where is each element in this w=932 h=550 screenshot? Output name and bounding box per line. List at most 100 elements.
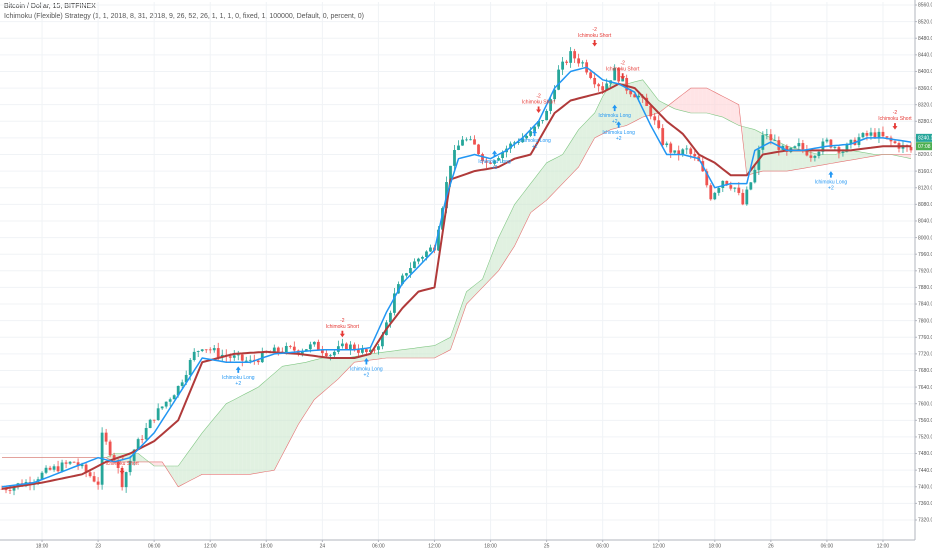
candle-body [84, 464, 88, 473]
candle-body [829, 139, 833, 148]
cloud-segment [694, 88, 699, 113]
candle-body [397, 284, 400, 294]
candle-body [168, 399, 172, 402]
candle-body [521, 138, 524, 143]
candle-body [493, 160, 496, 164]
candle-body [192, 351, 196, 360]
signal-label: Ichimoku Short [606, 66, 640, 72]
long-signal-marker: Ichimoku Long+2 [518, 129, 551, 150]
cloud-segment [342, 358, 347, 375]
candle-body [421, 256, 424, 259]
candle-body [877, 131, 881, 138]
cloud-segment [190, 443, 195, 481]
senkou-span-a [2, 79, 912, 467]
signal-label: Ichimoku Short [878, 116, 912, 122]
time-tick-label: 12:00 [428, 544, 441, 550]
cloud-segment [834, 153, 839, 163]
candle-body [797, 143, 801, 147]
cloud-segment [302, 362, 307, 419]
cloud-segment [154, 461, 159, 467]
long-arrow-icon [532, 129, 538, 137]
signal-qty: -2 [120, 455, 125, 461]
cloud-segment [382, 351, 387, 359]
cloud-segment [610, 83, 615, 130]
candle-body [401, 275, 404, 285]
candle-body [312, 341, 316, 345]
cloud-segment [614, 83, 619, 129]
study-legend[interactable]: Ichimoku (Flexible) Strategy (1, 1, 2018… [4, 13, 364, 20]
short-signal-marker: Ichimoku Short-2 [105, 455, 139, 475]
price-tick-label: 7480.0 [918, 451, 932, 457]
time-tick-label: 23 [95, 544, 101, 550]
cloud-segment [790, 147, 795, 171]
cloud-segment [710, 90, 715, 116]
price-tick-label: 7680.0 [918, 368, 932, 374]
price-tick-label: 7360.0 [918, 501, 932, 507]
candle-body [569, 51, 573, 63]
cloud-segment [618, 83, 623, 128]
short-signal-marker: Ichimoku Short-2 [606, 60, 640, 80]
candle-body [172, 395, 176, 400]
candle-body [473, 139, 476, 145]
cloud-segment [310, 360, 315, 406]
cloud-segment [138, 453, 143, 462]
candle-body [669, 143, 673, 153]
candle-body [116, 460, 120, 468]
cloud-segment [390, 350, 395, 359]
candle-body [328, 355, 332, 357]
time-tick-label: 18:00 [484, 544, 497, 550]
price-tick-label: 8320.0 [918, 102, 932, 108]
signal-qty: +2 [612, 119, 618, 125]
candle-body [741, 192, 745, 205]
cloud-segment [206, 423, 211, 475]
candle-body [805, 149, 809, 156]
candle-body [529, 131, 532, 136]
candle-body [381, 335, 384, 347]
candle-body [813, 155, 817, 158]
time-tick-label: 24 [320, 544, 326, 550]
candle-body [240, 354, 244, 361]
cloud-segment [594, 104, 599, 138]
candle-body [208, 349, 212, 351]
candle-body [356, 349, 360, 353]
cloud-segment [106, 455, 111, 460]
candle-body [469, 139, 472, 141]
candle-body [228, 356, 232, 358]
price-axis[interactable]: 8560.0 8520.0 8480.0 8440.0 8400.0 8360.0 8320… [914, 0, 932, 550]
candle-body [681, 149, 685, 155]
candle-body [160, 406, 164, 409]
cloud-segment [414, 347, 419, 359]
time-tick-label: 06:00 [821, 544, 834, 550]
indicator-lines [1, 66, 912, 490]
candle-body [60, 462, 64, 472]
cloud-segment [786, 146, 791, 172]
chart-title: Bitcoin / Dollar, 15, BITFINEX [4, 3, 96, 10]
price-tick-label: 7440.0 [918, 468, 932, 474]
signal-qty: +2 [235, 381, 241, 387]
price-tick-label: 7400.0 [918, 484, 932, 490]
cloud-segment [330, 358, 335, 386]
candle-body [148, 419, 152, 428]
candle-body [605, 83, 609, 91]
candle-body [785, 145, 789, 152]
cloud-segment [202, 427, 207, 475]
candle-body [453, 149, 456, 166]
cloud-segment [186, 449, 191, 483]
candle-body [417, 258, 420, 262]
candle-body [0, 488, 4, 490]
candle-body [729, 185, 733, 189]
candle-body [344, 343, 348, 350]
time-tick-label: 18:00 [709, 544, 722, 550]
candle-body [581, 62, 585, 64]
candle-body [661, 128, 665, 146]
cloud-segment [158, 461, 163, 467]
cloud-segment [338, 358, 343, 379]
candle-body [365, 349, 368, 353]
time-axis[interactable]: 18:00 23 06:00 12:00 18:00 24 06:00 12:00 18:00 2… [0, 539, 915, 550]
time-tick-label: 12:00 [877, 544, 890, 550]
last-price-tag [916, 142, 932, 151]
candle-body [12, 486, 16, 491]
cloud-segment [270, 373, 275, 471]
price-tick-label: 8440.0 [918, 53, 932, 59]
